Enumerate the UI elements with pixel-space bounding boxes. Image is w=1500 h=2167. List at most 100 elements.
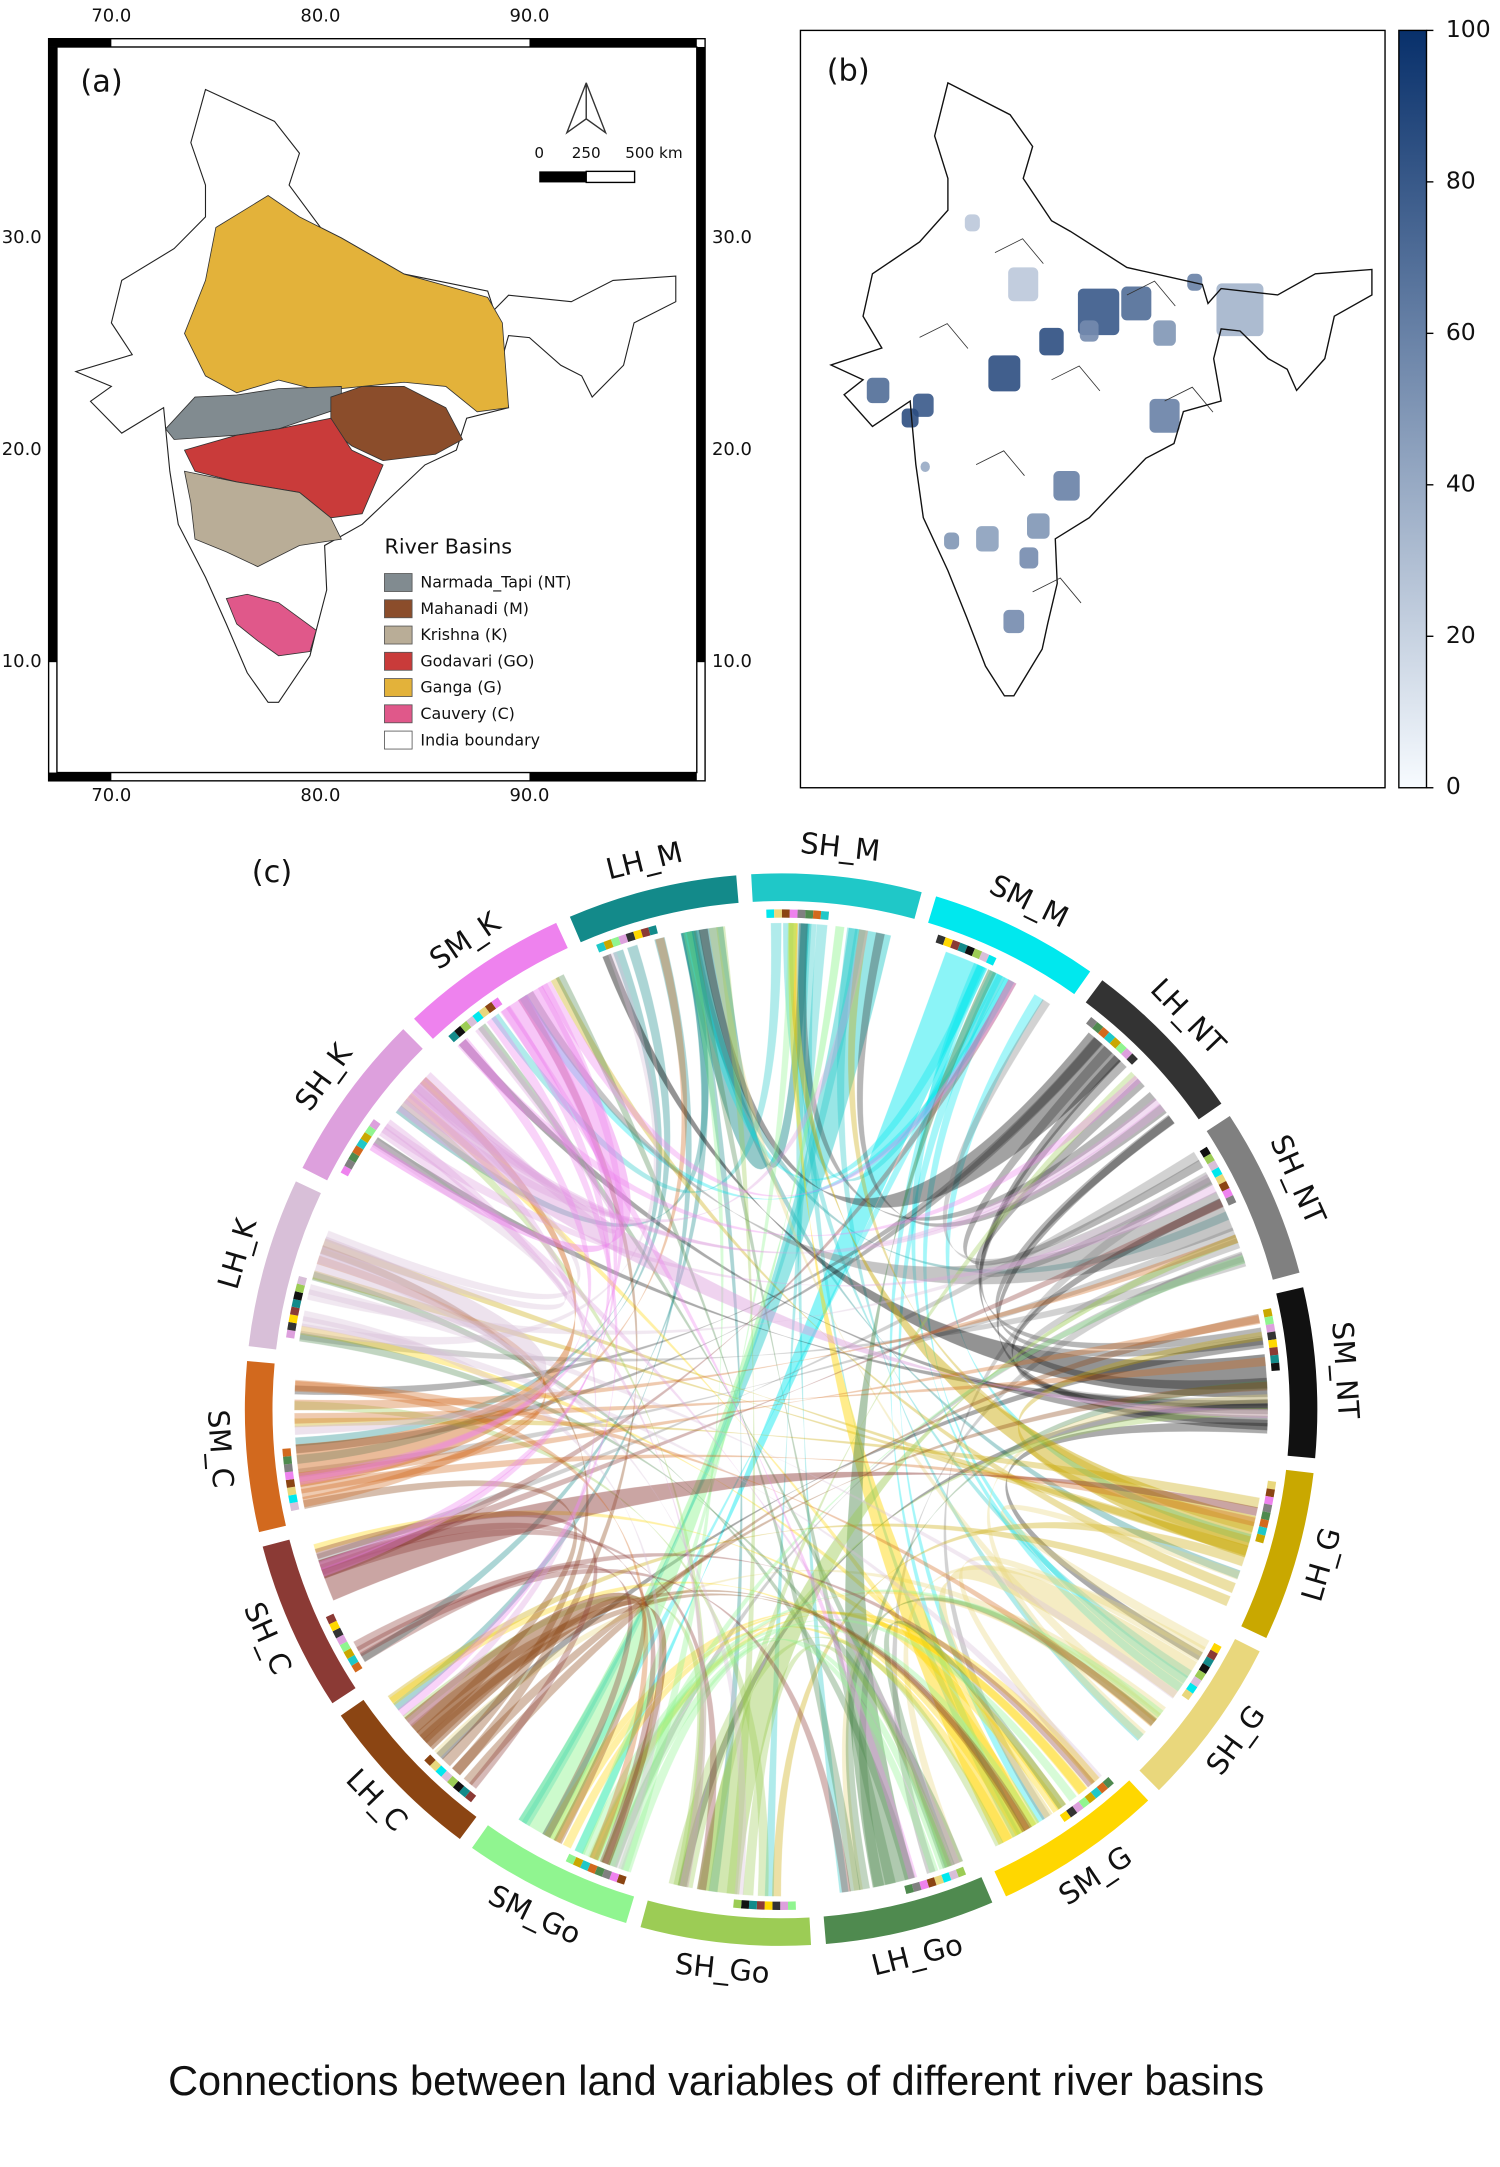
chord: [322, 1238, 1249, 1556]
chord: [402, 1595, 705, 1887]
segment-inner-tick: [351, 1661, 363, 1673]
segment-inner-tick: [283, 1463, 293, 1473]
segment-arc: [1241, 1469, 1314, 1638]
lat-tick-label: 30.0: [2, 227, 42, 248]
chord: [423, 1596, 647, 1845]
segment-inner-tick: [1215, 1174, 1227, 1185]
segment-inner-tick: [452, 1780, 465, 1793]
chord: [836, 927, 1144, 1742]
state-boundary: [919, 323, 969, 349]
segment-label: SH_Go: [673, 1947, 771, 1991]
chord: [319, 1245, 589, 1767]
segment-inner-tick: [484, 1001, 497, 1014]
chord: [294, 1380, 649, 1861]
chord: [313, 1510, 1063, 1814]
chord: [588, 1625, 1038, 1862]
chord: [296, 944, 671, 1465]
chord: [519, 977, 1015, 1200]
chord: [319, 1198, 1224, 1576]
segment-arc: [569, 875, 739, 943]
segment-inner-tick: [1257, 1526, 1268, 1536]
segment-inner-tick: [286, 1486, 297, 1496]
segment-arc: [340, 1699, 477, 1840]
chord: [298, 1314, 1261, 1484]
segment-inner-tick: [594, 1866, 605, 1877]
chord: [798, 923, 1157, 1221]
segment-inner-tick: [356, 1138, 368, 1150]
chord: [294, 1417, 1260, 1509]
segment-inner-tick: [1262, 1503, 1273, 1513]
segment-inner-tick: [286, 1329, 296, 1339]
heat-cell: [1027, 513, 1050, 539]
chord: [943, 1174, 1213, 1821]
segment-inner-tick: [344, 1158, 356, 1170]
chord: [677, 1398, 1268, 1888]
segment-inner-tick: [942, 937, 954, 948]
chord: [521, 928, 866, 1827]
chord: [1015, 1237, 1268, 1406]
segment-inner-tick: [464, 1790, 477, 1803]
heat-cell: [976, 526, 999, 552]
chord: [574, 922, 797, 1856]
segment-inner-tick: [1265, 1488, 1275, 1498]
segment-inner-tick: [296, 1275, 307, 1286]
segment-inner-tick: [478, 1006, 490, 1018]
scale-label: 250: [572, 144, 601, 162]
segment-inner-tick: [352, 1145, 364, 1157]
basin: [184, 195, 510, 413]
chord: [451, 995, 638, 1776]
segment-inner-tick: [580, 1860, 591, 1871]
chord: [796, 923, 1006, 1182]
chord: [387, 1523, 1231, 1704]
panel-a: (a) 0 250 500 km 70.0 70.0 80.0 80.0 90.0 90.…: [2, 6, 752, 806]
segment-inner-tick: [466, 1015, 478, 1028]
segment-inner-tick: [787, 1901, 796, 1910]
segment-inner-tick: [609, 1871, 620, 1883]
segment-inner-tick: [1066, 1806, 1078, 1818]
frame-bar: [529, 772, 697, 781]
segment-inner-tick: [919, 1879, 930, 1890]
colorbar-tick-label: 60: [1446, 318, 1476, 346]
lat-tick-label: 10.0: [2, 651, 42, 672]
chord: [311, 1271, 916, 1881]
heat-cell: [1053, 471, 1080, 501]
chord: [359, 1563, 633, 1839]
segment-inner-tick: [1109, 1037, 1122, 1049]
chord: [696, 1234, 1239, 1895]
segment-inner-tick: [291, 1298, 302, 1309]
segment-inner-tick: [640, 927, 651, 938]
chord: [312, 1270, 1249, 1557]
chord: [716, 926, 756, 1895]
chord: [397, 1077, 1268, 1419]
scale-bar: [539, 171, 587, 183]
chord: [457, 1039, 1142, 1237]
chord: [883, 1620, 1067, 1869]
chord: [419, 1593, 1031, 1833]
chord: [600, 1638, 939, 1874]
chord: [294, 1401, 769, 1897]
scale-label: 500 km: [625, 144, 682, 162]
chord: [295, 949, 662, 1447]
chord: [525, 990, 1234, 1285]
legend-swatch: [384, 651, 413, 671]
chord: [543, 1610, 1088, 1840]
segment-inner-tick: [935, 934, 946, 946]
colorbar-tick-label: 80: [1446, 166, 1476, 194]
chord: [684, 930, 988, 1181]
segment-arc: [262, 1539, 356, 1704]
segment-inner-tick: [955, 1866, 967, 1878]
chord: [1000, 1504, 1241, 1651]
heat-cell: [1008, 267, 1039, 302]
chord: [405, 1092, 1040, 1828]
legend-label: Mahanadi (M): [420, 599, 529, 618]
legend-label: Krishna (K): [420, 625, 507, 644]
chord: [299, 1454, 1256, 1527]
segment-inner-tick: [603, 939, 614, 950]
segment-inner-tick: [491, 997, 503, 1009]
segment-inner-tick: [1266, 1480, 1277, 1490]
chord: [668, 1407, 1268, 1886]
chord: [300, 951, 659, 1345]
panel-label: (c): [252, 855, 292, 890]
segment-arc: [640, 1900, 812, 1946]
segment-inner-tick: [1218, 1180, 1230, 1192]
